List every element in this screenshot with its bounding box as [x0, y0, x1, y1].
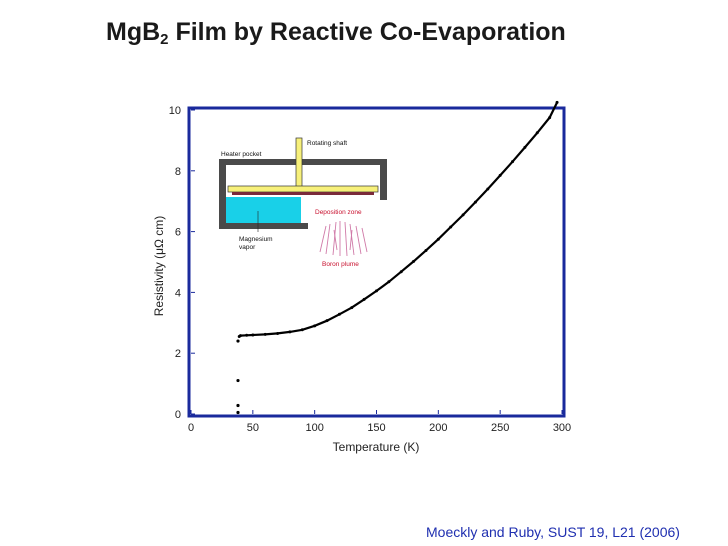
apparatus-inset: Heater pocket Rotating shaft Deposition … [219, 137, 387, 268]
title-subscript: 2 [160, 31, 169, 48]
y-tick-label: 2 [175, 348, 181, 360]
data-point [461, 213, 465, 217]
x-tick-label: 150 [367, 422, 385, 434]
inset-vapor-label: vapor [239, 244, 256, 251]
y-tick-label: 0 [175, 409, 181, 421]
data-point [245, 333, 249, 337]
inset-rotating-shaft-label: Rotating shaft [307, 140, 347, 147]
inset-magnesium-label: Magnesium [239, 236, 273, 243]
title-main: MgB [106, 18, 161, 46]
x-axis-label: Temperature (K) [333, 440, 420, 454]
data-point [238, 334, 242, 338]
chart-axes: 0 50 100 150 200 250 300 0 2 4 6 8 10 [169, 105, 571, 434]
data-point [399, 270, 403, 274]
data-point [375, 289, 378, 293]
data-point [548, 116, 552, 120]
x-tick-label: 0 [188, 422, 194, 434]
data-point [412, 259, 416, 263]
inset-heater-pocket-label: Heater pocket [221, 151, 262, 158]
boron-plume [319, 221, 368, 257]
x-tick-label: 100 [305, 422, 323, 434]
data-point [424, 248, 428, 252]
data-point [350, 306, 354, 310]
data-point [555, 100, 559, 104]
data-point [449, 225, 453, 229]
y-tick-label: 6 [175, 227, 181, 239]
data-point [300, 328, 304, 332]
film-substrate [232, 192, 374, 195]
citation: Moeckly and Ruby, SUST 19, L21 (2006) [426, 524, 680, 540]
chart-frame [187, 106, 566, 418]
title-rest: Film by Reactive Co-Evaporation [168, 18, 566, 46]
x-tick-label: 250 [491, 422, 509, 434]
y-axis-label: Resistivity (μΩ cm) [152, 216, 166, 317]
transition-data-point [236, 378, 240, 383]
y-tick-label: 4 [175, 287, 181, 299]
x-tick-label: 50 [247, 422, 259, 434]
magnesium-vapor-region [226, 197, 301, 223]
inset-deposition-zone-label: Deposition zone [315, 209, 362, 216]
data-point [498, 173, 502, 177]
transition-data-point [236, 410, 240, 415]
data-point [251, 333, 255, 337]
data-point [387, 280, 391, 284]
data-point [313, 324, 317, 328]
data-point [362, 297, 366, 301]
x-tick-label: 200 [429, 422, 447, 434]
data-point [263, 332, 267, 336]
data-point [276, 331, 280, 335]
transition-data-point [236, 339, 240, 343]
chart-marks [236, 100, 559, 415]
x-tick-label: 300 [553, 422, 571, 434]
data-point [473, 200, 477, 204]
data-point [325, 319, 329, 323]
data-point [523, 145, 527, 149]
data-point [436, 237, 440, 241]
data-point [486, 187, 490, 191]
slide-title: MgB2 Film by Reactive Co-Evaporation [106, 18, 566, 48]
data-point [511, 160, 515, 164]
data-point [535, 131, 539, 135]
substrate-platen [227, 185, 379, 193]
y-tick-label: 10 [169, 105, 181, 117]
data-point [337, 312, 341, 316]
rotating-shaft [295, 137, 303, 191]
transition-data-point [236, 403, 240, 408]
y-tick-label: 8 [175, 166, 181, 178]
inset-boron-plume-label: Boron plume [322, 261, 359, 268]
data-point [288, 330, 292, 334]
